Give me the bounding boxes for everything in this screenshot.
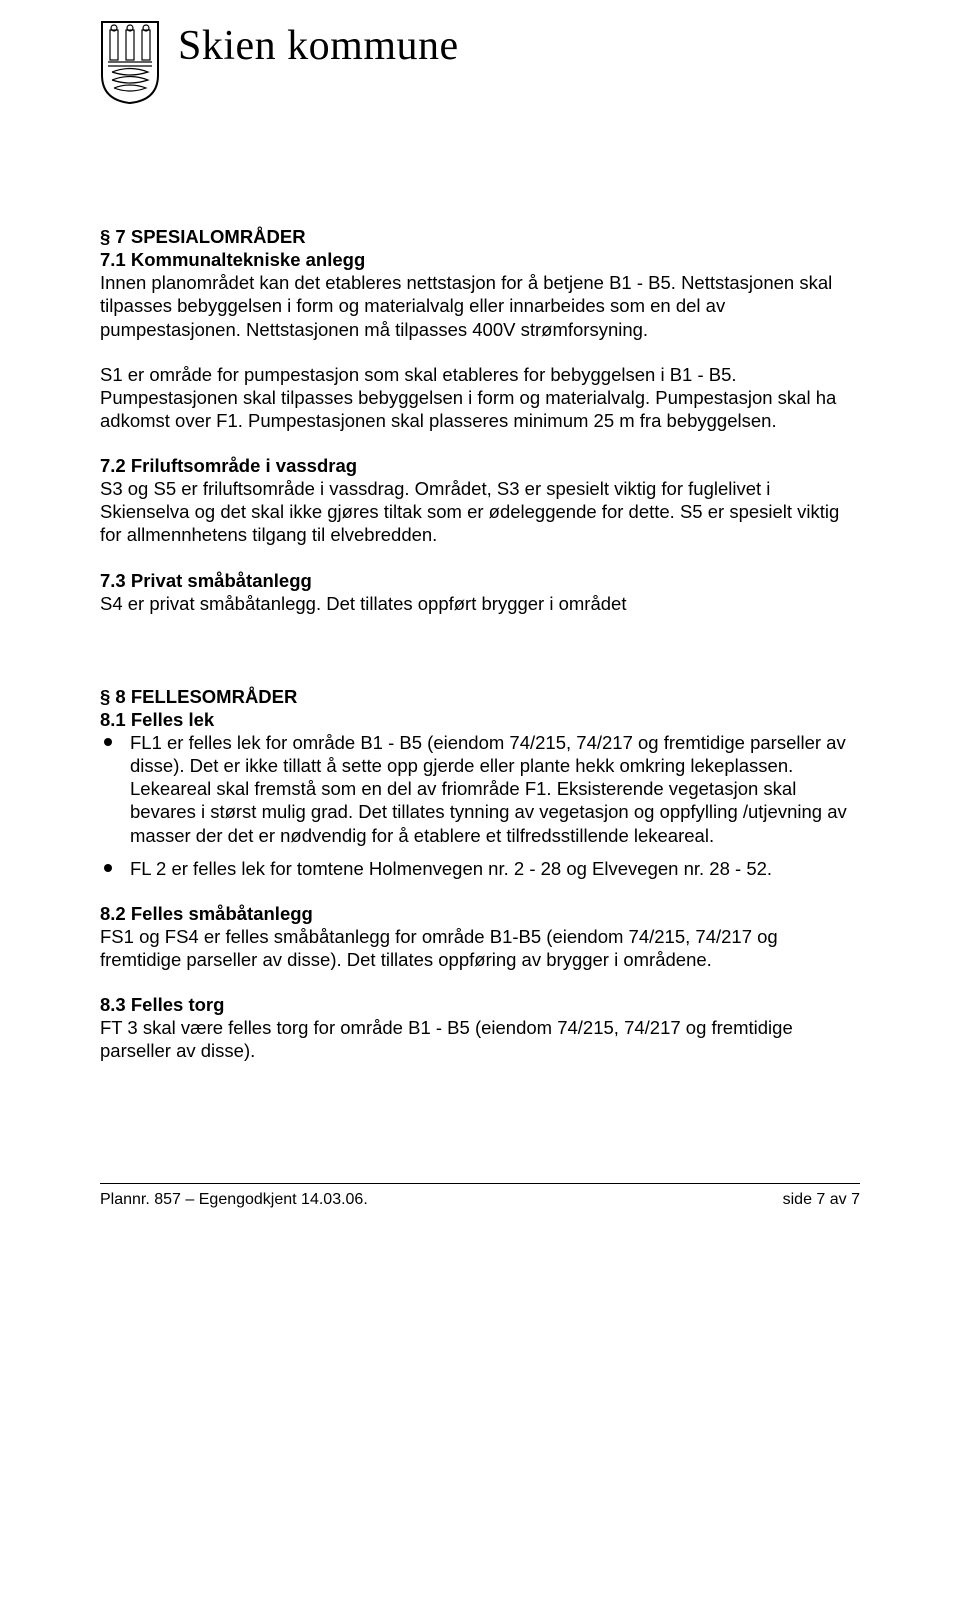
org-name: Skien kommune [178, 20, 459, 73]
para-8-2: FS1 og FS4 er felles småbåtanlegg for om… [100, 925, 860, 971]
para-7-1-b: S1 er område for pumpestasjon som skal e… [100, 363, 860, 432]
list-item: FL1 er felles lek for område B1 - B5 (ei… [100, 731, 860, 847]
bullet-icon [104, 864, 112, 872]
footer-left: Plannr. 857 – Egengodkjent 14.03.06. [100, 1190, 368, 1210]
heading-8-2: 8.2 Felles småbåtanlegg [100, 902, 860, 925]
list-8-1: FL1 er felles lek for område B1 - B5 (ei… [100, 731, 860, 880]
heading-8-3: 8.3 Felles torg [100, 993, 860, 1016]
para-8-3: FT 3 skal være felles torg for område B1… [100, 1016, 860, 1062]
heading-7-1: 7.1 Kommunaltekniske anlegg [100, 248, 860, 271]
page-footer: Plannr. 857 – Egengodkjent 14.03.06. sid… [100, 1183, 860, 1210]
heading-7-3: 7.3 Privat småbåtanlegg [100, 569, 860, 592]
heading-7-2: 7.2 Friluftsområde i vassdrag [100, 454, 860, 477]
municipal-crest-icon [100, 20, 160, 105]
heading-8-1: 8.1 Felles lek [100, 708, 860, 731]
list-item-text: FL1 er felles lek for område B1 - B5 (ei… [130, 731, 860, 847]
footer-right: side 7 av 7 [783, 1190, 860, 1210]
para-7-3: S4 er privat småbåtanlegg. Det tillates … [100, 592, 860, 615]
para-7-1-a: Innen planområdet kan det etableres nett… [100, 271, 860, 340]
bullet-icon [104, 738, 112, 746]
section-8-title: § 8 FELLESOMRÅDER [100, 685, 860, 708]
section-7-title: § 7 SPESIALOMRÅDER [100, 225, 860, 248]
list-item-text: FL 2 er felles lek for tomtene Holmenveg… [130, 857, 860, 880]
list-item: FL 2 er felles lek for tomtene Holmenveg… [100, 857, 860, 880]
para-7-2: S3 og S5 er friluftsområde i vassdrag. O… [100, 477, 860, 546]
document-header: Skien kommune [100, 20, 860, 105]
